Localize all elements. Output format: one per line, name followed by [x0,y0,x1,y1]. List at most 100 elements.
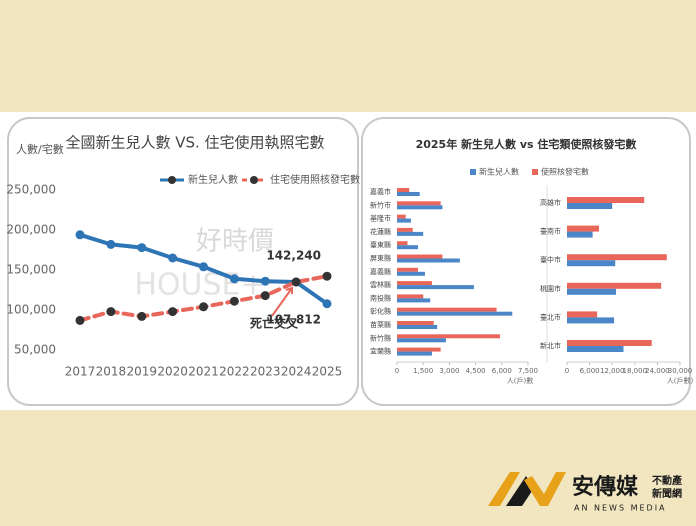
chart-title: 2025年 新生兒人數 vs 住宅類使照核發宅數 [416,137,637,151]
x-tick-label: 0 [395,367,399,375]
watermark: 好時價 [196,227,274,257]
bar [397,192,420,196]
x-tick-label: 2024 [281,365,312,379]
bar [397,245,418,250]
bar [397,281,432,286]
data-point [199,302,208,312]
bar [397,311,513,316]
data-point [229,274,239,284]
bar [397,201,441,206]
bar [397,231,424,236]
x-tick-label: 7,500 [518,367,538,375]
bar [567,225,600,232]
x-axis-label: 人(戶)數 [507,376,533,385]
x-tick-label: 2025 [312,365,343,379]
bar [397,254,443,259]
x-axis-label: 人(戶數) [667,376,694,385]
x-tick-label: 18,000 [623,367,648,375]
legend-label: 新生兒人數 [479,167,519,177]
y-tick-label: 150,000 [6,263,56,277]
bar [397,347,441,352]
category-label: 臺南市 [540,227,561,236]
bar [397,218,411,223]
data-point [322,299,332,309]
category-label: 嘉義市 [370,187,391,196]
watermark: HOUSE+ [134,268,265,303]
data-point [168,307,178,317]
right-panel [361,117,691,406]
bar [397,271,425,276]
data-point [75,230,85,240]
data-point [229,296,239,306]
data-point [106,307,116,317]
annotation-arrow [271,286,293,317]
category-label: 臺北市 [540,312,561,321]
logo-tagline: 新聞網 [652,487,682,500]
bar [567,254,667,261]
x-tick-label: 30,000 [668,367,693,375]
chart-title: 全國新生兒人數 VS. 住宅使用執照宅數 [65,134,324,152]
legend-swatch [470,169,476,175]
logo: 安傳媒 不動產 新聞網 AN NEWS MEDIA [488,472,682,513]
bar [397,214,406,219]
bar [397,285,474,290]
bar [397,351,432,356]
category-label: 屏東縣 [370,254,391,263]
bar [397,267,418,272]
x-tick-label: 6,000 [492,367,512,375]
category-label: 嘉義縣 [370,267,391,276]
category-label: 雲林縣 [370,280,391,289]
bar [397,294,424,299]
data-point [260,276,270,286]
data-point [199,262,208,272]
y-tick-label: 50,000 [14,343,56,357]
data-point [322,271,332,281]
category-label: 苗栗縣 [370,320,391,329]
x-tick-label: 1,500 [413,367,433,375]
category-label: 彰化縣 [370,307,391,316]
bar [397,241,408,246]
x-tick-label: 3,000 [439,367,459,375]
logo-tagline: 不動產 [652,474,682,487]
x-tick-label: 2018 [96,365,127,379]
x-tick-label: 4,500 [466,367,486,375]
category-label: 南投縣 [370,293,391,302]
x-tick-label: 6,000 [580,367,600,375]
value-label: 107,812 [266,312,321,326]
x-tick-label: 0 [565,367,569,375]
x-tick-label: 2020 [157,365,188,379]
bar [567,203,613,209]
data-point [106,239,116,249]
bar [567,288,616,295]
bar [567,346,624,352]
bar [397,321,434,325]
bar [397,188,410,192]
legend-label: 新生兒人數 [188,173,238,186]
data-point [137,311,147,321]
data-point [75,315,85,325]
logo-mark [488,472,520,506]
annotation: 死亡交叉 [250,316,299,331]
category-label: 桃園市 [540,284,561,293]
category-label: 宜蘭縣 [370,347,391,356]
bar [397,325,438,329]
y-tick-label: 100,000 [6,303,56,317]
data-point [137,243,147,253]
category-label: 花蓮縣 [370,227,391,236]
x-tick-label: 2023 [250,365,281,379]
y-tick-label: 200,000 [6,223,56,237]
data-point [168,253,178,263]
x-tick-label: 2017 [65,365,96,379]
legend-dot [250,176,258,184]
x-tick-label: 2022 [219,365,250,379]
logo-mark [524,472,566,506]
category-label: 臺東縣 [370,240,391,249]
bar [567,197,645,203]
data-point [260,291,270,301]
logo-name: 安傳媒 [572,474,639,500]
bar [397,298,431,303]
legend-swatch [532,169,538,175]
x-tick-label: 2019 [126,365,157,379]
